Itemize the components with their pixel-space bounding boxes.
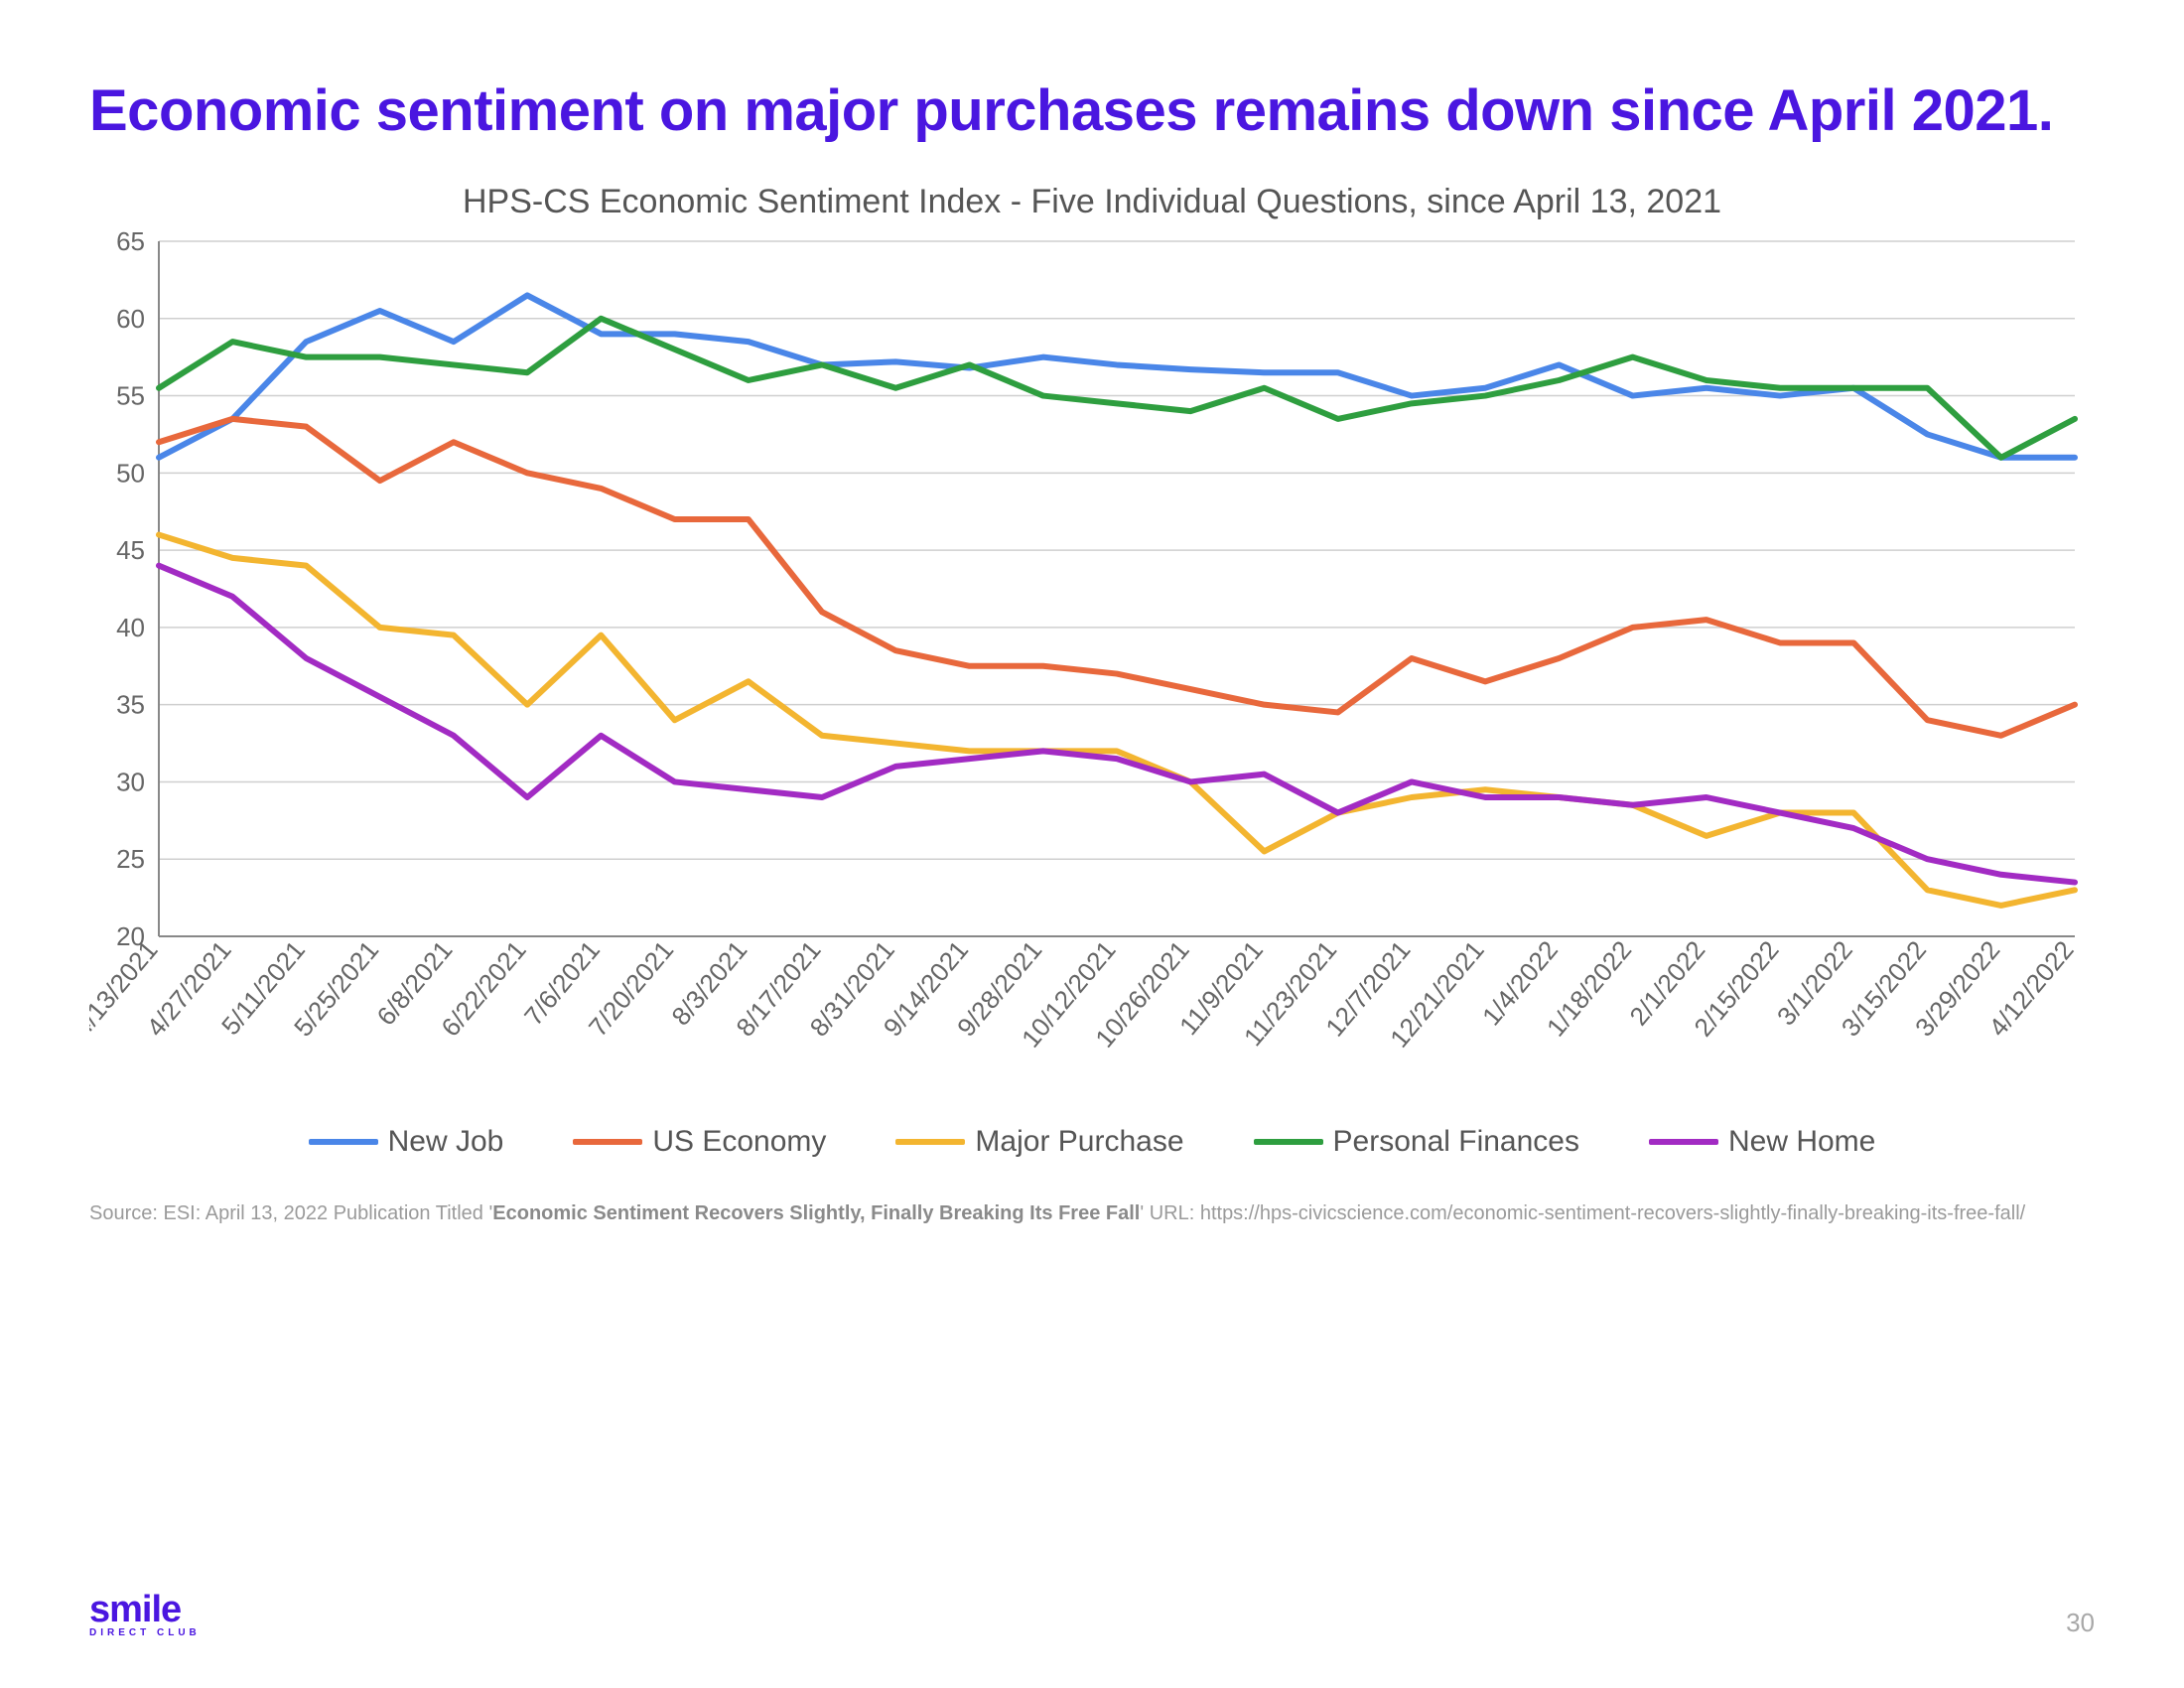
- legend-item-us-economy: US Economy: [573, 1125, 826, 1159]
- svg-text:60: 60: [116, 304, 145, 334]
- legend-label: New Job: [388, 1125, 504, 1159]
- legend-item-new-job: New Job: [309, 1125, 504, 1159]
- series-new-job: [159, 295, 2075, 457]
- source-citation: Source: ESI: April 13, 2022 Publication …: [89, 1198, 2075, 1228]
- svg-text:40: 40: [116, 613, 145, 642]
- source-prefix: Source: ESI: April 13, 2022 Publication …: [89, 1202, 492, 1224]
- legend-swatch: [309, 1139, 378, 1145]
- legend-label: Major Purchase: [975, 1125, 1183, 1159]
- svg-text:55: 55: [116, 380, 145, 410]
- svg-text:25: 25: [116, 844, 145, 874]
- legend-label: New Home: [1728, 1125, 1875, 1159]
- chart-container: 202530354045505560654/13/20214/27/20215/…: [89, 231, 2095, 1105]
- legend-swatch: [1254, 1139, 1323, 1145]
- page-title: Economic sentiment on major purchases re…: [89, 79, 2095, 143]
- legend-label: US Economy: [652, 1125, 826, 1159]
- series-major-purchase: [159, 534, 2075, 905]
- legend-label: Personal Finances: [1333, 1125, 1579, 1159]
- legend-item-new-home: New Home: [1649, 1125, 1875, 1159]
- svg-text:30: 30: [116, 767, 145, 796]
- legend-swatch: [573, 1139, 642, 1145]
- legend-item-major-purchase: Major Purchase: [895, 1125, 1183, 1159]
- brand-logo: smile DIRECT CLUB: [89, 1589, 201, 1638]
- legend-item-personal-finances: Personal Finances: [1254, 1125, 1579, 1159]
- source-suffix: ' URL: https://hps-civicscience.com/econ…: [1140, 1202, 2025, 1224]
- svg-text:35: 35: [116, 689, 145, 719]
- legend-swatch: [1649, 1139, 1718, 1145]
- svg-text:65: 65: [116, 231, 145, 256]
- line-chart: 202530354045505560654/13/20214/27/20215/…: [89, 231, 2095, 1105]
- chart-title: HPS-CS Economic Sentiment Index - Five I…: [89, 183, 2095, 221]
- svg-text:45: 45: [116, 535, 145, 565]
- source-emph: Economic Sentiment Recovers Slightly, Fi…: [492, 1202, 1140, 1224]
- series-us-economy: [159, 419, 2075, 736]
- svg-text:50: 50: [116, 458, 145, 488]
- chart-legend: New Job US Economy Major Purchase Personal …: [89, 1125, 2095, 1159]
- page-number: 30: [2066, 1608, 2095, 1638]
- logo-word: smile: [89, 1589, 201, 1631]
- logo-sub: DIRECT CLUB: [89, 1627, 201, 1638]
- legend-swatch: [895, 1139, 965, 1145]
- series-new-home: [159, 565, 2075, 882]
